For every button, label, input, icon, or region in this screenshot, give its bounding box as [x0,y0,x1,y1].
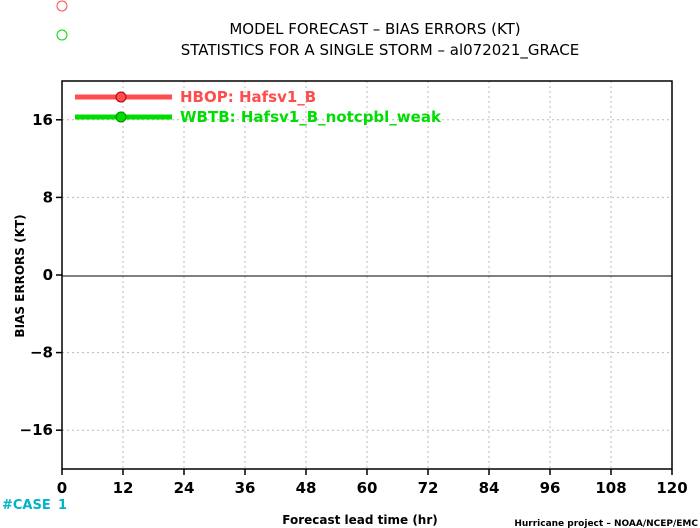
footer-credit: Hurricane project – NOAA/NCEP/EMC [514,519,698,528]
legend-marker-wbtb [115,111,127,123]
y-axis-label: BIAS ERRORS (KT) [13,214,27,337]
x-tick-label: 12 [113,479,134,497]
legend-marker-hbop [115,91,127,103]
case-count-label: #CASE [2,498,51,513]
legend: HBOP: Hafsv1_B WBTB: Hafsv1_B_notcpbl_we… [75,88,442,126]
x-tick-label: 0 [57,479,67,497]
x-tick-label: 96 [540,479,561,497]
x-tick-label: 120 [656,479,687,497]
x-tick-label: 84 [479,479,500,497]
chart-title: MODEL FORECAST – BIAS ERRORS (KT) [229,20,520,38]
y-tick-label: 0 [43,266,53,284]
x-axis-label: Forecast lead time (hr) [282,513,438,527]
x-tick-label: 108 [595,479,626,497]
grid [62,81,672,469]
y-tick-label: −16 [20,421,53,439]
legend-label-wbtb: WBTB: Hafsv1_B_notcpbl_weak [180,108,442,126]
x-tick-label: 24 [174,479,195,497]
x-tick-label: 60 [357,479,378,497]
top-marker-green [56,29,68,41]
x-axis-ticks: 0 12 24 36 48 60 72 84 96 108 120 [57,469,688,497]
case-count-value: 1 [58,498,67,513]
plot-frame [61,80,673,470]
top-marker-red [56,0,68,12]
y-tick-label: 16 [32,111,53,129]
y-axis-ticks: −16 −8 0 8 16 [20,111,62,439]
y-tick-label: −8 [30,344,53,362]
legend-label-hbop: HBOP: Hafsv1_B [180,88,316,106]
x-tick-label: 36 [235,479,256,497]
x-tick-label: 72 [418,479,439,497]
x-tick-label: 48 [296,479,317,497]
chart-subtitle: STATISTICS FOR A SINGLE STORM – al072021… [181,41,580,60]
y-tick-label: 8 [43,188,53,206]
